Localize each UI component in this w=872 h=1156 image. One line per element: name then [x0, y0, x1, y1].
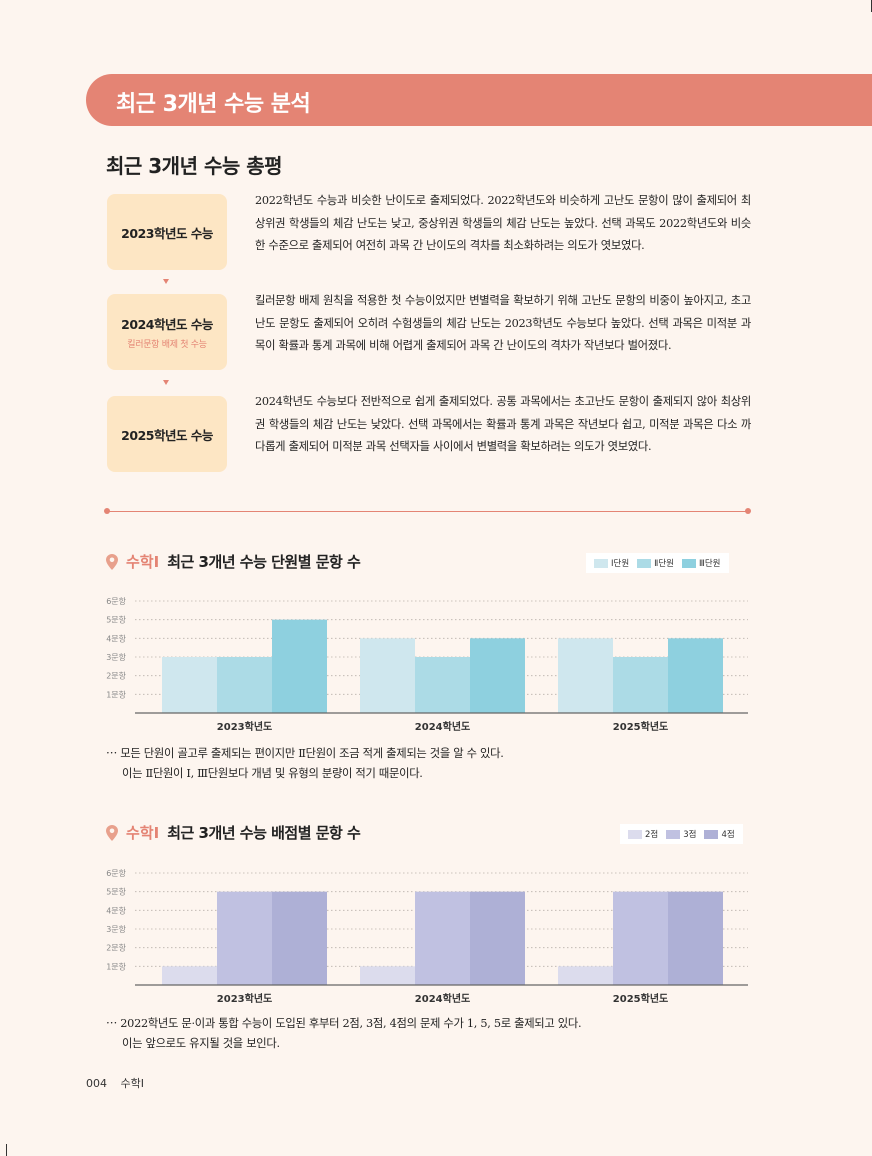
year-box-label: 2024학년도 수능 — [121, 317, 213, 332]
chart2-header: 수학Ⅰ 최근 3개년 수능 배점별 문항 수 — [106, 822, 361, 843]
x-tick-label: 2023학년도 — [217, 992, 272, 1005]
bar-2점 — [558, 966, 613, 985]
year-box-2025: 2025학년도 수능 — [107, 396, 227, 472]
y-tick-label: 1문항 — [106, 962, 126, 971]
y-tick-label: 1문항 — [106, 690, 126, 699]
chart2-subject: 수학Ⅰ — [126, 824, 160, 842]
legend-item: 4점 — [704, 828, 735, 840]
bar-2점 — [360, 966, 415, 985]
summary-title: 최근 3개년 수능 총평 — [106, 154, 283, 178]
chart1-legend: Ⅰ단원 Ⅱ단원 Ⅲ단원 — [586, 553, 729, 573]
y-tick-label: 3문항 — [106, 925, 126, 934]
chart1-note-line: 이는 Ⅱ단원이 Ⅰ, Ⅲ단원보다 개념 및 유형의 분량이 적기 때문이다. — [122, 767, 423, 780]
bar-Ⅲ단원 — [272, 619, 327, 713]
location-pin-icon — [106, 824, 118, 841]
bar-4점 — [668, 891, 723, 985]
legend-label: Ⅲ단원 — [698, 559, 721, 569]
year-box-2024: 2024학년도 수능 킬러문항 배제 첫 수능 — [107, 294, 227, 370]
section-header-title: 최근 3개년 수능 분석 — [116, 92, 311, 117]
crop-mark — [861, 0, 872, 12]
x-tick-label: 2023학년도 — [217, 720, 272, 733]
divider-dot — [104, 508, 110, 514]
page-footer: 004 수학Ⅰ — [86, 1075, 144, 1091]
bar-Ⅲ단원 — [470, 638, 525, 713]
bar-Ⅱ단원 — [217, 657, 272, 713]
x-tick-label: 2024학년도 — [415, 720, 470, 733]
x-tick-label: 2025학년도 — [613, 720, 668, 733]
section-header-band: 최근 3개년 수능 분석 — [86, 74, 872, 126]
divider-dot — [745, 508, 751, 514]
location-pin-icon — [106, 553, 118, 570]
legend-swatch — [666, 829, 681, 839]
footer-subject: 수학Ⅰ — [120, 1077, 144, 1090]
legend-swatch — [704, 829, 719, 839]
year-box-sublabel: 킬러문항 배제 첫 수능 — [127, 340, 207, 350]
x-tick-label: 2025학년도 — [613, 992, 668, 1005]
y-tick-label: 4문항 — [106, 906, 126, 915]
legend-item: Ⅰ단원 — [594, 557, 629, 569]
bar-Ⅱ단원 — [613, 657, 668, 713]
bar-3점 — [613, 891, 668, 985]
chart2-legend: 2점 3점 4점 — [620, 824, 743, 844]
bar-2점 — [162, 966, 217, 985]
legend-swatch — [637, 558, 652, 568]
y-tick-label: 3문항 — [106, 653, 126, 662]
down-arrow-icon — [163, 279, 169, 284]
y-tick-label: 4문항 — [106, 634, 126, 643]
chart1-note: ⋯ 모든 단원이 골고루 출제되는 편이지만 Ⅱ단원이 조금 적게 출제되는 것… — [106, 744, 504, 784]
chart1-subject: 수학Ⅰ — [126, 553, 160, 571]
chart2-note-line: ⋯ 2022학년도 문·이과 통합 수능이 도입된 후부터 2점, 3점, 4점… — [106, 1017, 582, 1030]
down-arrow-icon — [163, 380, 169, 385]
chart2-note-line: 이는 앞으로도 유지될 것을 보인다. — [122, 1037, 280, 1050]
year-box-label: 2023학년도 수능 — [121, 225, 213, 241]
y-tick-label: 5문항 — [106, 888, 126, 897]
legend-label: Ⅰ단원 — [611, 559, 630, 569]
chart2-title: 최근 3개년 수능 배점별 문항 수 — [167, 824, 361, 842]
legend-swatch — [628, 829, 642, 839]
legend-label: Ⅱ단원 — [654, 559, 674, 569]
legend-item: 2점 — [628, 828, 658, 840]
chart2-svg: 1문항 2문항 3문항 4문항 5문항 6문항 2023학년도 2024학년도 2025학년도 — [106, 869, 748, 1005]
bar-Ⅰ단원 — [558, 638, 613, 713]
bar-3점 — [217, 891, 272, 985]
x-tick-label: 2024학년도 — [415, 992, 470, 1005]
bar-Ⅱ단원 — [415, 657, 470, 713]
year-box-label: 2025학년도 수능 — [121, 427, 213, 443]
chart1-note-line: ⋯ 모든 단원이 골고루 출제되는 편이지만 Ⅱ단원이 조금 적게 출제되는 것… — [106, 747, 504, 760]
legend-label: 2점 — [645, 830, 659, 840]
chart1-title: 최근 3개년 수능 단원별 문항 수 — [167, 553, 361, 571]
year-box-2023: 2023학년도 수능 — [107, 194, 227, 270]
y-tick-label: 6문항 — [106, 869, 126, 878]
chart2-note: ⋯ 2022학년도 문·이과 통합 수능이 도입된 후부터 2점, 3점, 4점… — [106, 1014, 582, 1054]
bar-Ⅲ단원 — [668, 638, 723, 713]
bar-3점 — [415, 891, 470, 985]
legend-swatch — [594, 558, 608, 568]
summary-paragraph-2025: 2024학년도 수능보다 전반적으로 쉽게 출제되었다. 공통 과목에서는 초고… — [255, 395, 751, 453]
summary-paragraph-2023: 2022학년도 수능과 비슷한 난이도로 출제되었다. 2022학년도와 비슷하… — [255, 194, 751, 252]
crop-mark — [6, 1144, 17, 1156]
legend-item: 3점 — [666, 828, 696, 840]
bar-4점 — [470, 891, 525, 985]
legend-label: 3점 — [683, 830, 697, 840]
chart1-svg: 1문항 2문항 3문항 4문항 5문항 6문항 2023학년도 2024학년도 2025학년도 — [106, 597, 748, 733]
bar-Ⅰ단원 — [360, 638, 415, 713]
page-number: 004 — [86, 1077, 107, 1090]
section-divider — [107, 511, 748, 512]
summary-paragraph-2024: 킬러문항 배제 원칙을 적용한 첫 수능이었지만 변별력을 확보하기 위해 고난… — [255, 294, 751, 352]
y-tick-label: 2문항 — [106, 944, 126, 953]
y-tick-label: 6문항 — [106, 597, 126, 606]
y-tick-label: 2문항 — [106, 672, 126, 681]
legend-swatch — [681, 558, 696, 568]
bar-Ⅰ단원 — [162, 657, 217, 713]
bar-4점 — [272, 891, 327, 985]
legend-item: Ⅱ단원 — [637, 557, 674, 569]
legend-item: Ⅲ단원 — [681, 557, 721, 569]
y-tick-label: 5문항 — [106, 616, 126, 625]
chart1-header: 수학Ⅰ 최근 3개년 수능 단원별 문항 수 — [106, 551, 361, 572]
legend-label: 4점 — [721, 830, 735, 840]
